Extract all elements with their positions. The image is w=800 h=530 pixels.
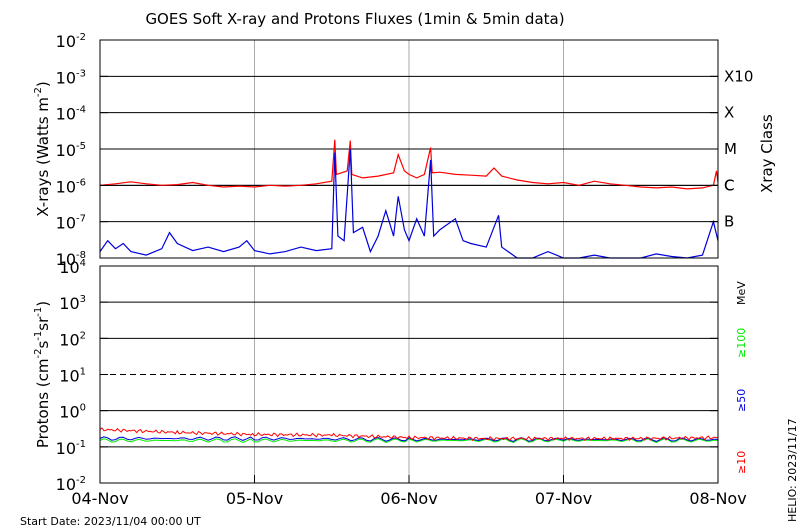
xray-ytick-label-0-exp: -2 (76, 32, 86, 43)
x-tick-label-0: 04-Nov (71, 489, 128, 508)
xray-class-axis-label: Xray Class (758, 114, 776, 193)
proton-ytick-label-6-exp: -2 (76, 475, 86, 486)
flare-class-C-label: C (724, 176, 734, 194)
proton-ylabel: Protons (cm-2s-1sr-1) (33, 301, 52, 448)
xray-ylabel-end: ) (34, 81, 52, 87)
x-tick-label-3: 07-Nov (535, 489, 592, 508)
proton-ytick-label-2-exp: 2 (80, 330, 86, 341)
xray-ytick-label-1: 10-3 (56, 68, 86, 87)
proton-unit-label: MeV (735, 281, 748, 305)
proton-ytick-label-0-base: 10 (59, 258, 79, 277)
xray-ylabel: X-rays (Watts m-2) (33, 81, 52, 216)
proton-ytick-label-5-exp: -1 (76, 439, 86, 450)
proton-ylabel-part-6: ) (34, 301, 52, 307)
xray-ytick-label-2-base: 10 (56, 105, 76, 124)
xray-ytick-label-5-base: 10 (56, 214, 76, 233)
xray-ytick-label-6-base: 10 (56, 250, 76, 269)
xray-ytick-label-3-base: 10 (56, 141, 76, 160)
proton-ylabel-part-1: -2 (33, 349, 44, 359)
proton-ytick-label-5: 10-1 (56, 439, 86, 458)
xray-series-xray_long (99, 139, 719, 190)
energy-label-p50: ≥50 (735, 389, 748, 412)
flare-class-C: C (724, 176, 734, 194)
xray-ytick-label-1-base: 10 (56, 68, 76, 87)
energy-label-p100: ≥100 (735, 328, 748, 358)
xray-ytick-label-4-exp: -6 (76, 177, 86, 188)
xray-ytick-label-2-exp: -4 (76, 105, 86, 116)
chart-title: GOES Soft X-ray and Protons Fluxes (1min… (145, 10, 564, 28)
xray-ytick-label-1-exp: -3 (76, 68, 86, 79)
xray-ylabel-base: X-rays (Watts m (34, 97, 52, 217)
x-tick-label-4: 08-Nov (689, 489, 746, 508)
x-tick-label-2: 06-Nov (380, 489, 437, 508)
proton-ytick-label-3-exp: 1 (80, 367, 86, 378)
xray-ytick-label-5-exp: -7 (76, 214, 86, 225)
xray-ytick-label-4-base: 10 (56, 177, 76, 196)
xray-ytick-label-5: 10-7 (56, 214, 86, 233)
flare-class-M: M (724, 140, 737, 158)
proton-ylabel-part-4: sr (34, 316, 52, 331)
xray-ytick-label-3: 10-5 (56, 141, 86, 160)
proton-ytick-label-6: 10-2 (56, 475, 86, 494)
energy-label-p10: ≥10 (735, 451, 748, 474)
proton-ytick-label-3-base: 10 (59, 367, 79, 386)
proton-ylabel-part-0: Protons (cm (34, 358, 52, 448)
proton-series-p10 (99, 427, 718, 442)
proton-series-p100 (99, 438, 719, 443)
xray-ytick-label-4: 10-6 (56, 177, 86, 196)
proton-ytick-label-1: 103 (59, 294, 86, 313)
proton-ytick-label-4: 100 (59, 403, 86, 422)
xray-ytick-label-6-exp: -8 (76, 250, 86, 261)
start-date-label: Start Date: 2023/11/04 00:00 UT (20, 515, 201, 528)
xray-ytick-label-0-base: 10 (56, 32, 76, 51)
xray-ytick-label-2: 10-4 (56, 105, 86, 124)
flare-class-X10: X10 (724, 67, 753, 85)
proton-ytick-label-1-exp: 3 (80, 294, 86, 305)
proton-ytick-label-4-base: 10 (59, 403, 79, 422)
xray-ytick-label-6: 10-8 (56, 250, 86, 269)
xray-ytick-label-0: 10-2 (56, 32, 86, 51)
proton-ytick-label-3: 101 (59, 367, 86, 386)
x-tick-label-1: 05-Nov (226, 489, 283, 508)
proton-ytick-label-0-exp: 4 (80, 258, 86, 269)
proton-ytick-label-0: 104 (59, 258, 86, 277)
xray-ytick-label-3-exp: -5 (76, 141, 86, 152)
xray-ylabel-exp: -2 (33, 87, 44, 97)
helio-stamp: HELIO: 2023/11/17 (786, 418, 799, 522)
proton-ytick-label-2: 102 (59, 330, 86, 349)
proton-ylabel-part-2: s (34, 341, 52, 349)
proton-ylabel-part-5: -1 (33, 307, 44, 317)
proton-ytick-label-5-base: 10 (56, 439, 76, 458)
proton-ytick-label-6-base: 10 (56, 475, 76, 494)
proton-ylabel-part-3: -1 (33, 331, 44, 341)
flare-class-X: X (724, 104, 734, 122)
flare-class-B: B (724, 213, 734, 231)
proton-ytick-label-1-base: 10 (59, 294, 79, 313)
proton-ytick-label-4-exp: 0 (80, 403, 86, 414)
xray-series-xray_short (99, 148, 719, 259)
proton-ytick-label-2-base: 10 (59, 330, 79, 349)
